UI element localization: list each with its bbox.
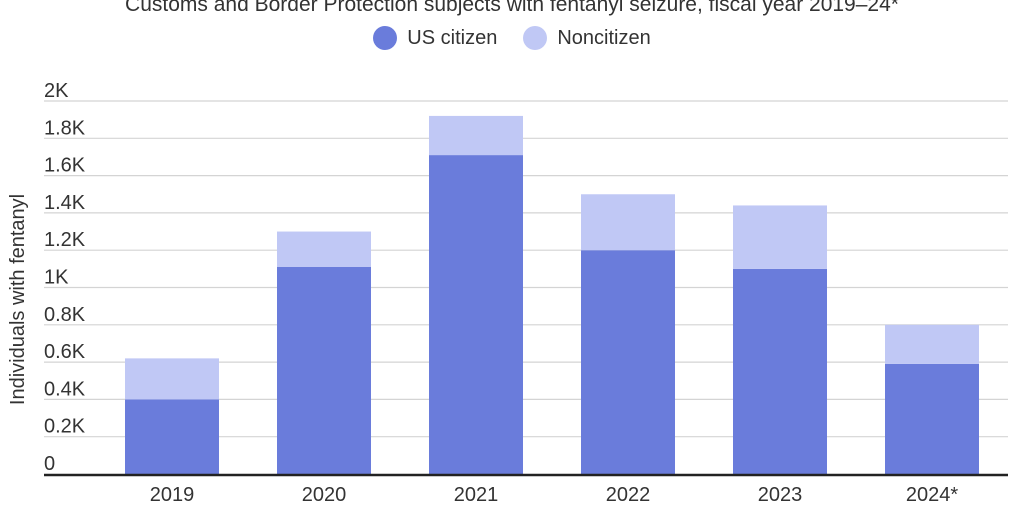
bar-noncitizen-2019 — [125, 358, 219, 400]
x-tick-label: 2020 — [302, 484, 347, 506]
bar-noncitizen-2024 — [885, 324, 979, 364]
x-tick-label: 2022 — [606, 484, 651, 506]
bars — [125, 115, 979, 474]
x-tick-label: 2019 — [150, 484, 195, 506]
chart-subtitle: Customs and Border Protection subjects w… — [125, 0, 899, 16]
bar-us-citizen-2020 — [277, 266, 371, 474]
bar-us-citizen-2023 — [733, 268, 827, 474]
chart-legend: US citizen Noncitizen — [0, 26, 1024, 50]
x-tick-label: 2021 — [454, 484, 499, 506]
legend-item-us-citizen: US citizen — [373, 26, 497, 50]
x-tick-label: 2023 — [758, 484, 803, 506]
legend-swatch-us-citizen — [373, 26, 398, 50]
bar-noncitizen-2020 — [277, 231, 371, 267]
y-tick-label: 0.2K — [44, 416, 86, 438]
legend-label-noncitizen: Noncitizen — [557, 26, 651, 49]
y-axis-tick-labels: 0 0.2K 0.4K 0.6K 0.8K 1K 1.2K 1.4K 1.6K 1.8K 2K — [44, 80, 86, 475]
y-tick-label: 1.8K — [44, 117, 86, 139]
y-tick-label: 1.2K — [44, 229, 86, 251]
bar-noncitizen-2023 — [733, 205, 827, 269]
x-axis-tick-labels: 2019 2020 2021 2022 2023 2024* — [150, 484, 959, 506]
legend-swatch-noncitizen — [523, 26, 548, 50]
x-tick-label: 2024* — [906, 484, 958, 506]
y-tick-label: 1K — [44, 267, 69, 289]
bar-us-citizen-2022 — [581, 250, 675, 474]
y-tick-label: 0.4K — [44, 378, 86, 400]
bar-noncitizen-2021 — [429, 115, 523, 156]
legend-label-us-citizen: US citizen — [407, 26, 498, 49]
bar-noncitizen-2022 — [581, 194, 675, 251]
legend-item-noncitizen: Noncitizen — [523, 26, 651, 50]
y-tick-label: 1.6K — [44, 155, 86, 177]
y-tick-label: 1.4K — [44, 192, 86, 214]
bar-us-citizen-2019 — [125, 399, 219, 474]
y-tick-label: 0.8K — [44, 304, 86, 326]
bar-us-citizen-2024 — [885, 363, 979, 474]
y-tick-label: 0.6K — [44, 341, 86, 363]
y-tick-label: 2K — [44, 80, 69, 102]
bar-us-citizen-2021 — [429, 155, 523, 474]
y-axis-title: Individuals with fentanyl — [7, 194, 29, 405]
y-tick-label: 0 — [44, 453, 55, 475]
